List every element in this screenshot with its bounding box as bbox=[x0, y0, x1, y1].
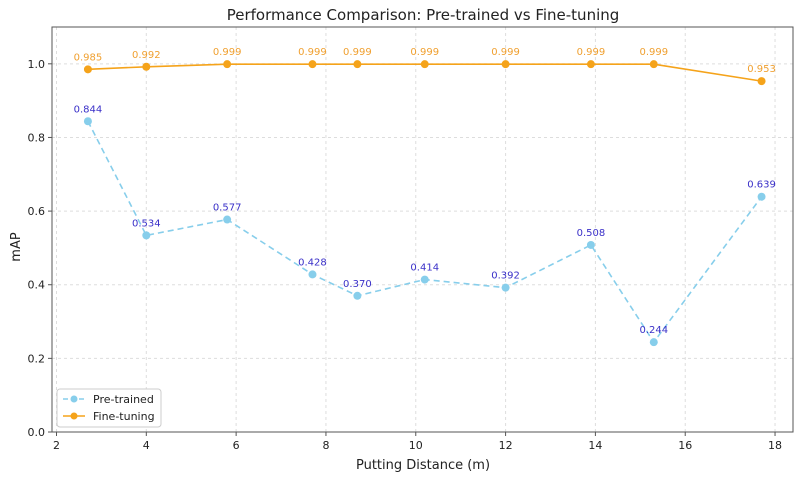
fine-tuning-point bbox=[586, 60, 595, 69]
pre-trained-point bbox=[308, 270, 317, 279]
pre-trained-line bbox=[87, 120, 763, 344]
fine-tuning-point bbox=[142, 62, 151, 71]
y-tick-label: 1.0 bbox=[28, 58, 46, 71]
pre-trained-point bbox=[142, 231, 151, 240]
fine-tuning-data-label: 0.985 bbox=[74, 52, 103, 63]
legend-finetuning-marker bbox=[70, 412, 78, 420]
pre-trained-point bbox=[420, 275, 429, 284]
pre-trained-data-label: 0.534 bbox=[132, 218, 161, 229]
legend-pretrained-label: Pre-trained bbox=[93, 393, 154, 406]
legend-pretrained-marker bbox=[70, 395, 78, 403]
x-tick-label: 6 bbox=[233, 439, 240, 452]
fine-tuning-data-label: 0.999 bbox=[491, 47, 520, 58]
y-tick-label: 0.2 bbox=[28, 352, 46, 365]
chart-title: Performance Comparison: Pre-trained vs F… bbox=[227, 6, 620, 24]
pre-trained-point bbox=[586, 240, 595, 249]
y-tick-label: 0.4 bbox=[28, 279, 46, 292]
pre-trained-data-label: 0.508 bbox=[577, 228, 606, 239]
x-tick-label: 4 bbox=[143, 439, 150, 452]
pre-trained-data-label: 0.414 bbox=[410, 263, 439, 274]
pre-trained-data-label: 0.370 bbox=[343, 279, 372, 290]
legend: Pre-trained Fine-tuning bbox=[56, 388, 162, 428]
fine-tuning-point bbox=[83, 65, 92, 74]
x-tick-label: 10 bbox=[409, 439, 423, 452]
fine-tuning-point bbox=[223, 60, 232, 69]
x-tick-label: 14 bbox=[588, 439, 602, 452]
fine-tuning-point bbox=[420, 60, 429, 69]
pre-trained-point bbox=[757, 192, 766, 201]
y-axis-label: mAP bbox=[9, 232, 24, 262]
fine-tuning-data-label: 0.999 bbox=[213, 47, 242, 58]
pre-trained-point bbox=[223, 215, 232, 224]
x-axis-label: Putting Distance (m) bbox=[356, 458, 490, 473]
x-tick-label: 18 bbox=[768, 439, 782, 452]
y-tick-label: 0.6 bbox=[28, 205, 46, 218]
pre-trained-data-label: 0.428 bbox=[298, 257, 327, 268]
y-tick-label: 0.8 bbox=[28, 131, 46, 144]
fine-tuning-data-label: 0.999 bbox=[410, 47, 439, 58]
pre-trained-data-label: 0.392 bbox=[491, 271, 520, 282]
pre-trained-point bbox=[501, 283, 510, 292]
legend-finetuning-label: Fine-tuning bbox=[93, 410, 155, 423]
plot-frame bbox=[51, 26, 794, 433]
pre-trained-point bbox=[649, 338, 658, 347]
pre-trained-data-label: 0.244 bbox=[639, 325, 668, 336]
pre-trained-point bbox=[353, 291, 362, 300]
fine-tuning-point bbox=[308, 60, 317, 69]
x-tick-label: 8 bbox=[322, 439, 329, 452]
fine-tuning-data-label: 0.999 bbox=[577, 47, 606, 58]
fine-tuning-point bbox=[353, 60, 362, 69]
pre-trained-point bbox=[83, 117, 92, 126]
fine-tuning-line bbox=[87, 63, 762, 82]
pre-trained-data-label: 0.844 bbox=[74, 104, 103, 115]
y-tick-label: 0.0 bbox=[28, 426, 46, 439]
fine-tuning-data-label: 0.999 bbox=[639, 47, 668, 58]
fine-tuning-data-label: 0.953 bbox=[747, 64, 776, 75]
x-tick-label: 2 bbox=[53, 439, 60, 452]
pre-trained-data-label: 0.639 bbox=[747, 180, 776, 191]
x-tick-label: 12 bbox=[499, 439, 513, 452]
fine-tuning-data-label: 0.999 bbox=[343, 47, 372, 58]
fine-tuning-data-label: 0.992 bbox=[132, 50, 161, 61]
pre-trained-data-label: 0.577 bbox=[213, 203, 242, 214]
fine-tuning-point bbox=[649, 60, 658, 69]
fine-tuning-point bbox=[757, 77, 766, 86]
fine-tuning-point bbox=[501, 60, 510, 69]
fine-tuning-data-label: 0.999 bbox=[298, 47, 327, 58]
x-tick-label: 16 bbox=[678, 439, 692, 452]
